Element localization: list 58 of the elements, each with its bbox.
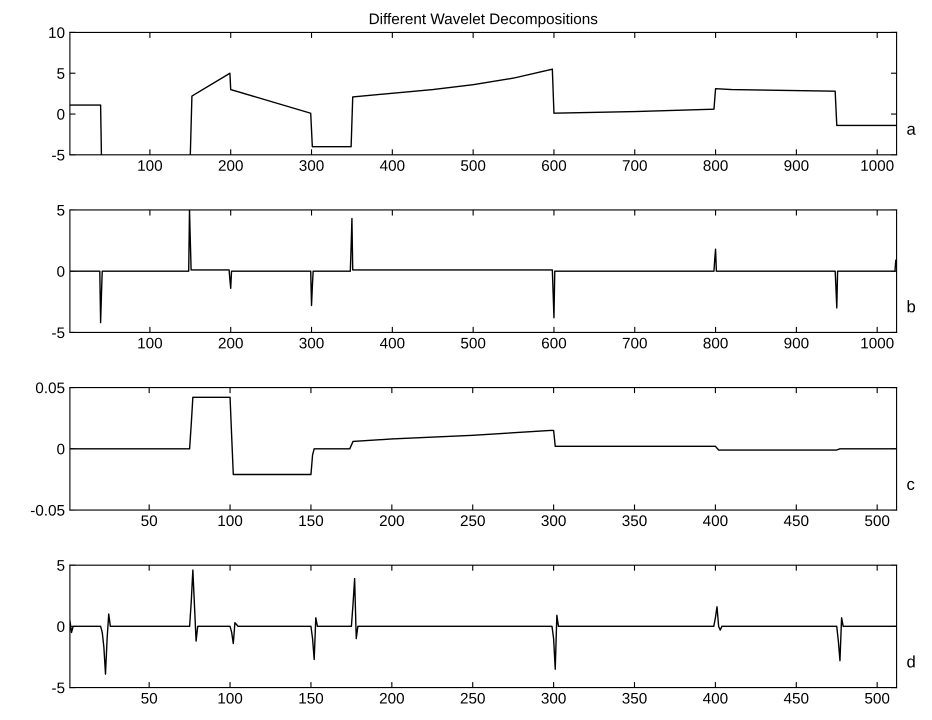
y-tick-label: -0.05 [30,504,64,516]
y-tick-label: 0 [57,266,64,277]
x-tick-label: 100 [218,515,242,526]
x-tick-label: 200 [218,338,243,349]
y-tick-label: -5 [52,682,64,694]
x-tick-label: 400 [703,692,728,704]
x-tick-label: 900 [784,338,809,349]
x-tick-label: 500 [865,692,890,704]
x-tick-label: 350 [622,692,647,704]
x-tick-label: 500 [461,338,486,349]
y-tick-label: 0 [57,108,64,120]
x-tick-label: 300 [299,338,324,349]
y-tick-label: 0.05 [36,382,64,394]
y-tick-label: 5 [57,205,64,216]
x-tick-label: 1000 [861,160,894,171]
x-tick-label: 900 [784,160,809,171]
x-tick-label: 800 [703,160,728,171]
x-tick-label: 450 [784,692,808,704]
x-tick-label: 150 [299,515,324,526]
text: a [907,126,916,135]
chart-title: Different Wavelet Decompositions [370,12,598,28]
text: d [907,655,915,668]
x-tick-label: 500 [461,160,486,171]
y-tick-label: 0 [57,621,64,632]
x-tick-label: 300 [299,160,324,171]
x-tick-label: 200 [218,160,243,171]
x-tick-label: 700 [622,160,647,171]
x-tick-label: 300 [541,515,566,526]
y-tick-label: 5 [57,68,64,79]
x-tick-label: 700 [622,338,647,349]
y-tick-label: -5 [52,150,64,161]
y-tick-label: 0 [57,444,64,454]
x-tick-label: 450 [784,515,808,526]
x-tick-label: 200 [380,692,404,704]
x-tick-label: 1000 [861,338,894,349]
text: b [908,300,916,312]
x-tick-label: 50 [141,515,158,526]
x-tick-label: 100 [218,692,242,704]
y-tick-label: 10 [49,27,64,38]
x-tick-label: 400 [380,160,404,171]
x-tick-label: 800 [703,338,728,349]
x-tick-label: 100 [138,160,162,171]
text: c [907,480,914,490]
x-tick-label: 200 [380,515,404,526]
x-tick-label: 150 [299,692,324,704]
x-tick-label: 500 [865,515,890,526]
y-tick-label: 5 [57,560,64,571]
x-tick-label: 400 [380,338,404,349]
x-tick-label: 350 [622,515,647,526]
x-tick-label: 600 [542,160,566,171]
x-tick-label: 100 [138,338,162,349]
x-tick-label: 250 [460,515,485,526]
x-tick-label: 300 [541,692,566,704]
x-tick-label: 250 [460,692,485,704]
x-tick-label: 50 [141,692,158,704]
x-tick-label: 400 [703,515,728,526]
x-tick-label: 600 [542,338,566,349]
y-tick-label: -5 [52,327,64,338]
